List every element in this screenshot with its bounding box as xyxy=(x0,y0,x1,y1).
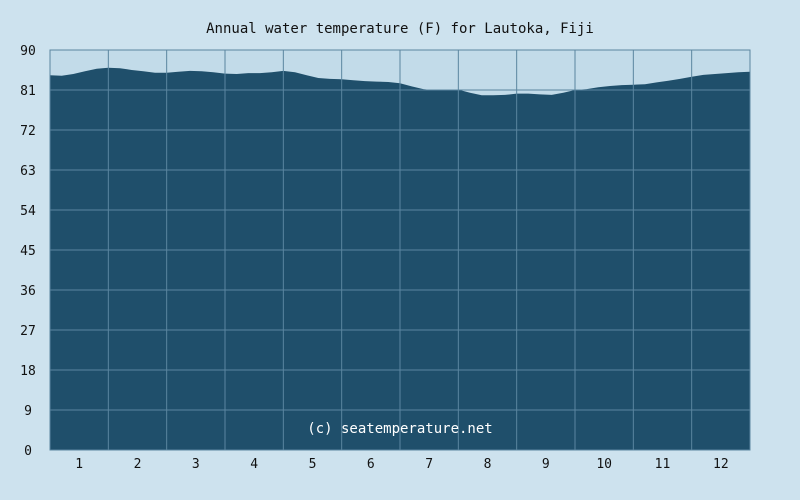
x-tick-label: 11 xyxy=(655,457,671,472)
y-tick-label: 27 xyxy=(20,324,36,339)
x-tick-label: 6 xyxy=(367,457,375,472)
x-tick-label: 5 xyxy=(309,457,317,472)
y-tick-label: 45 xyxy=(20,244,36,259)
horizontal-gridlines xyxy=(50,89,750,411)
x-tick-label: 7 xyxy=(425,457,433,472)
chart-title: Annual water temperature (F) for Lautoka… xyxy=(206,21,594,37)
y-tick-label: 9 xyxy=(24,404,32,419)
y-tick-label: 81 xyxy=(20,84,36,99)
x-tick-label: 10 xyxy=(596,457,612,472)
y-tick-label: 36 xyxy=(20,284,36,299)
y-tick-label: 54 xyxy=(20,204,36,219)
x-tick-label: 4 xyxy=(250,457,258,472)
y-tick-label: 72 xyxy=(20,124,36,139)
x-tick-label: 8 xyxy=(484,457,492,472)
x-tick-label: 2 xyxy=(134,457,142,472)
x-tick-label: 12 xyxy=(713,457,729,472)
x-tick-label: 3 xyxy=(192,457,200,472)
plot-frame xyxy=(49,49,751,451)
x-tick-label: 1 xyxy=(75,457,83,472)
copyright-watermark: (c) seatemperature.net xyxy=(307,421,492,437)
x-tick-label: 9 xyxy=(542,457,550,472)
y-axis-ticks: 0 9 18 27 36 45 54 63 72 81 90 xyxy=(20,44,36,459)
x-axis-ticks: 1 2 3 4 5 6 7 8 9 10 11 12 xyxy=(75,457,728,472)
y-tick-label: 18 xyxy=(20,364,36,379)
y-tick-label: 0 xyxy=(24,444,32,459)
y-tick-label: 90 xyxy=(20,44,36,59)
y-tick-label: 63 xyxy=(20,164,36,179)
